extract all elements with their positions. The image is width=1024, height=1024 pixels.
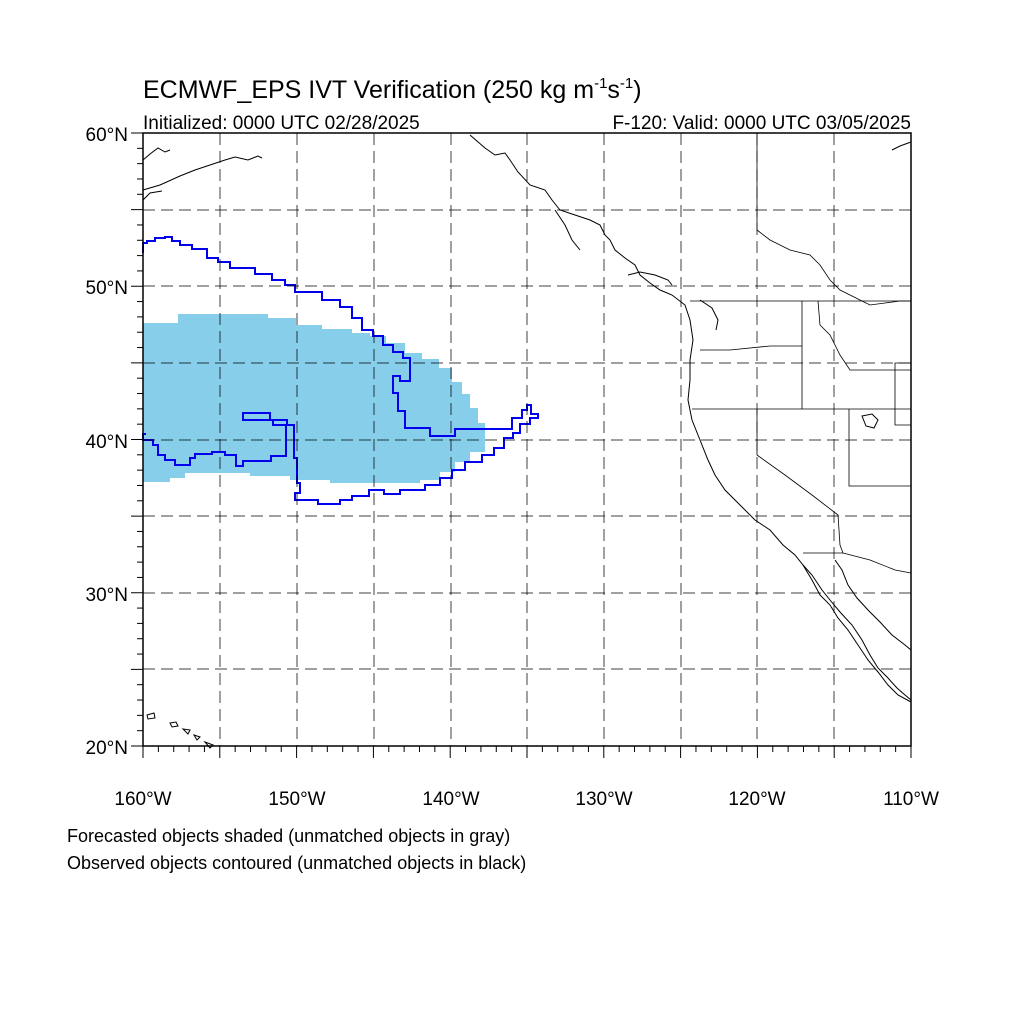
forecast-legend-note: Forecasted objects shaded (unmatched obj… <box>67 826 511 846</box>
lat-label-30n: 30°N <box>86 585 128 606</box>
lon-label-150w: 150°W <box>268 789 325 810</box>
lat-label-60n: 60°N <box>86 125 128 146</box>
lon-label-160w: 160°W <box>114 789 171 810</box>
lon-label-130w: 130°W <box>575 789 632 810</box>
lon-label-140w: 140°W <box>422 789 479 810</box>
observed-legend-note: Observed objects contoured (unmatched ob… <box>67 853 527 873</box>
latitude-labels: 60°N 50°N 40°N 30°N 20°N <box>86 125 128 759</box>
political-borders <box>690 133 912 574</box>
lat-label-40n: 40°N <box>86 432 128 453</box>
lat-label-50n: 50°N <box>86 278 128 299</box>
map-frame <box>142 132 912 747</box>
lon-label-110w: 110°W <box>883 789 939 810</box>
lon-label-120w: 120°W <box>728 789 785 810</box>
axis-ticks <box>131 132 912 758</box>
coastlines <box>142 134 912 749</box>
init-time-label: Initialized: 0000 UTC 02/28/2025 <box>143 113 420 134</box>
lat-label-20n: 20°N <box>86 738 128 759</box>
longitude-labels: 160°W 150°W 140°W 130°W 120°W 110°W <box>114 789 939 810</box>
forecast-object <box>143 314 485 483</box>
map-title: ECMWF_EPS IVT Verification (250 kg m-1s-… <box>143 75 642 104</box>
observed-object-contour <box>142 236 539 505</box>
gridlines <box>143 133 911 746</box>
valid-time-label: F-120: Valid: 0000 UTC 03/05/2025 <box>612 113 911 134</box>
